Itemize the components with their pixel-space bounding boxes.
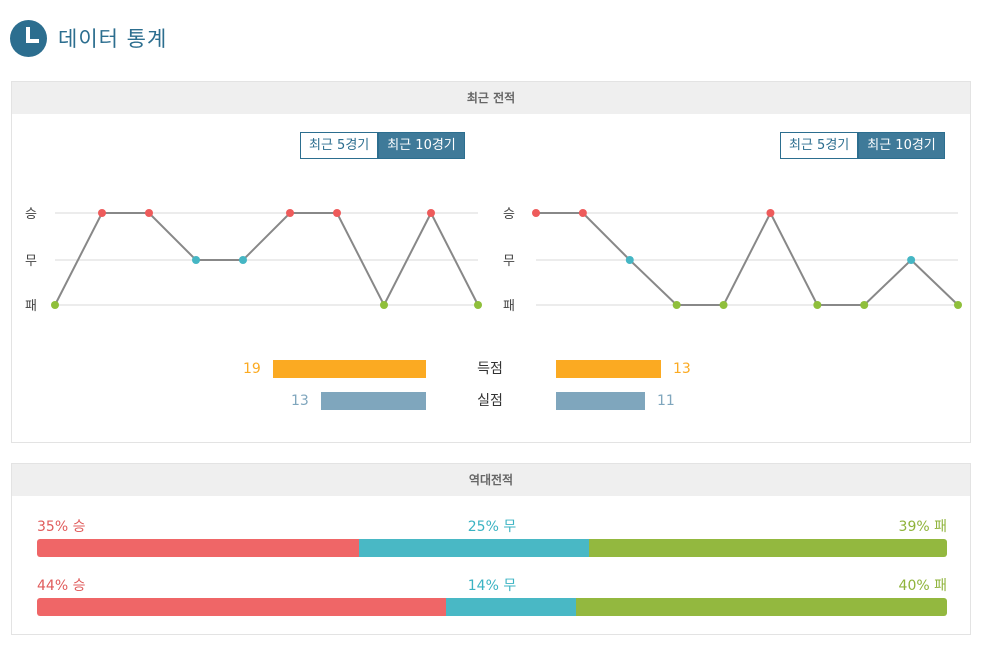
h2h-win-label: 35% 승	[37, 519, 86, 535]
right-result-point	[672, 301, 681, 309]
right-y-label: 승	[503, 207, 515, 222]
h2h-row: 44% 승 14% 무 40% 패	[37, 575, 947, 616]
right-result-point	[578, 209, 587, 217]
left-result-point	[98, 209, 106, 217]
h2h-bar	[37, 598, 947, 616]
conceded-right-value: 11	[657, 393, 675, 409]
h2h-loss-segment	[588, 539, 947, 557]
left-result-point	[427, 209, 435, 217]
right-result-point	[625, 256, 634, 264]
scored-right-value: 13	[673, 361, 691, 377]
h2h-win-label: 44% 승	[37, 578, 86, 594]
h2h-loss-label: 39% 패	[898, 519, 947, 535]
left-result-point	[380, 301, 388, 309]
left-last5-button[interactable]: 최근 5경기	[300, 132, 379, 159]
right-last10-button[interactable]: 최근 10경기	[858, 132, 945, 159]
h2h-draw-label: 14% 무	[467, 578, 517, 594]
left-range-toggle: 최근 5경기 최근 10경기	[300, 132, 465, 159]
form-chart: 승무패 승무패	[25, 207, 962, 314]
h2h-loss-label: 40% 패	[898, 578, 947, 594]
head-to-head-title: 역대전적	[12, 464, 970, 496]
page-title: 데이터 통계	[58, 27, 168, 51]
left-result-point	[333, 209, 341, 217]
scored-left-value: 19	[243, 361, 261, 377]
left-result-point	[145, 209, 153, 217]
page-header: 데이터 통계	[10, 18, 167, 58]
right-range-toggle: 최근 5경기 최근 10경기	[780, 132, 945, 159]
h2h-bar	[37, 539, 947, 557]
left-last10-button[interactable]: 최근 10경기	[378, 132, 465, 159]
left-y-label: 무	[25, 254, 37, 269]
right-y-label: 패	[503, 299, 515, 314]
left-result-point	[474, 301, 482, 309]
right-form-line	[536, 210, 959, 306]
right-y-label: 무	[503, 254, 515, 269]
left-result-point	[51, 301, 59, 309]
right-last5-button[interactable]: 최근 5경기	[780, 132, 859, 159]
conceded-label: 실점	[477, 393, 503, 409]
right-result-point	[860, 301, 869, 309]
recent-form-title: 최근 전적	[12, 82, 970, 114]
h2h-loss-segment	[575, 598, 947, 616]
conceded-left-value: 13	[291, 393, 309, 409]
right-result-point	[532, 209, 540, 217]
left-result-point	[192, 256, 200, 264]
right-result-point	[954, 301, 962, 309]
h2h-draw-segment	[358, 539, 589, 557]
right-result-point	[719, 301, 728, 309]
scored-label: 득점	[477, 361, 503, 377]
scored-left-bar	[273, 360, 426, 378]
left-y-label: 승	[25, 207, 37, 222]
clock-icon	[10, 19, 47, 57]
h2h-row: 35% 승 25% 무 39% 패	[37, 516, 947, 557]
left-form-line	[54, 210, 479, 308]
head-to-head-panel: 역대전적 35% 승 25% 무 39% 패 44% 승 14% 무 40% 패	[11, 463, 971, 635]
h2h-win-segment	[37, 539, 359, 557]
right-result-point	[907, 256, 916, 264]
right-result-point	[813, 301, 822, 309]
left-y-label: 패	[25, 299, 37, 314]
h2h-draw-segment	[445, 598, 576, 616]
conceded-right-bar	[556, 392, 645, 410]
left-result-point	[239, 256, 247, 264]
h2h-draw-label: 25% 무	[467, 519, 517, 535]
right-result-point	[766, 209, 775, 217]
left-result-point	[286, 209, 294, 217]
conceded-left-bar	[321, 392, 426, 410]
h2h-win-segment	[37, 598, 446, 616]
scored-right-bar	[556, 360, 661, 378]
